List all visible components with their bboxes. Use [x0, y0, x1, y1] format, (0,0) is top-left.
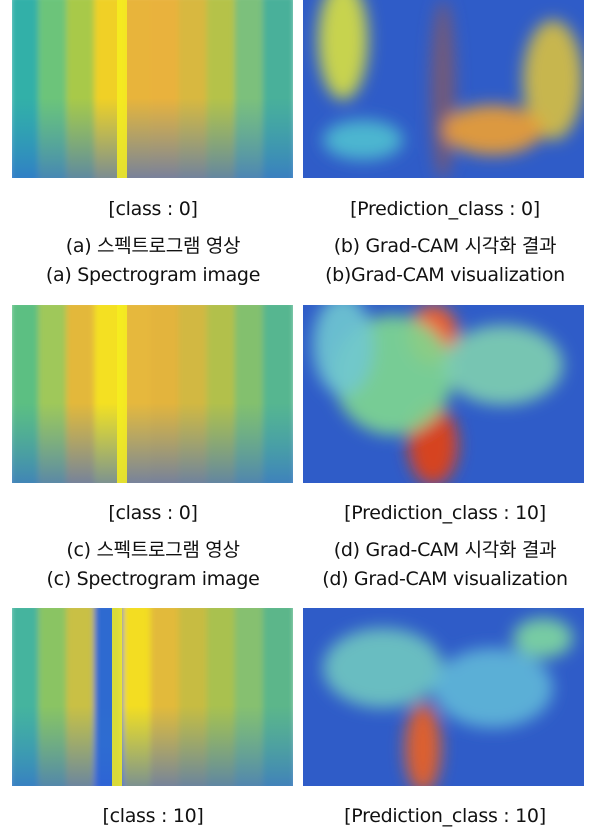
gradcam-image — [303, 0, 584, 178]
spectrogram-image — [12, 305, 293, 483]
spectrogram-image — [12, 608, 293, 786]
caption-label: [Prediction_class : 10] — [300, 502, 590, 524]
gradcam-image — [303, 305, 584, 483]
gradcam-image — [303, 608, 584, 786]
caption-subtitle: (a) Spectrogram image — [8, 264, 298, 286]
caption-subtitle: (c) Spectrogram image — [8, 568, 298, 590]
caption-title: (c) 스펙트로그램 영상 — [8, 535, 298, 562]
caption-subtitle: (b)Grad-CAM visualization — [300, 264, 590, 286]
caption-subtitle: (d) Grad-CAM visualization — [300, 568, 590, 590]
caption-label: [class : 0] — [8, 198, 298, 220]
caption-label: [class : 0] — [8, 502, 298, 524]
figure-page: [class : 0] (a) 스펙트로그램 영상 (a) Spectrogram … — [0, 0, 594, 838]
caption-label: [Prediction_class : 10] — [300, 805, 590, 827]
caption-title: (b) Grad-CAM 시각화 결과 — [300, 231, 590, 258]
caption-label: [class : 10] — [8, 805, 298, 827]
caption-title: (d) Grad-CAM 시각화 결과 — [300, 535, 590, 562]
caption-label: [Prediction_class : 0] — [300, 198, 590, 220]
spectrogram-image — [12, 0, 293, 178]
caption-title: (a) 스펙트로그램 영상 — [8, 231, 298, 258]
